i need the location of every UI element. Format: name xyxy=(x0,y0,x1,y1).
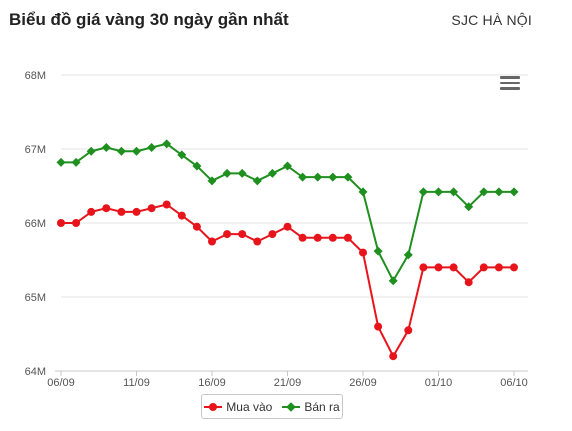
data-point-buy[interactable] xyxy=(404,326,413,335)
data-point-sell[interactable] xyxy=(343,172,353,182)
data-point-buy[interactable] xyxy=(147,204,156,213)
data-point-buy[interactable] xyxy=(389,352,398,361)
data-point-buy[interactable] xyxy=(208,237,216,246)
data-point-buy[interactable] xyxy=(87,207,96,216)
data-point-buy[interactable] xyxy=(177,211,186,220)
data-point-sell[interactable] xyxy=(434,187,443,197)
legend-marker-sell xyxy=(282,401,301,412)
data-point-buy[interactable] xyxy=(268,230,277,239)
data-point-buy[interactable] xyxy=(298,233,307,242)
data-point-sell[interactable] xyxy=(449,187,459,197)
data-point-sell[interactable] xyxy=(479,187,489,197)
data-point-buy[interactable] xyxy=(434,263,443,272)
location-label: SJC HÀ NỘI xyxy=(451,12,532,28)
data-point-sell[interactable] xyxy=(207,176,217,186)
data-point-sell[interactable] xyxy=(418,187,428,197)
legend: Mua vào Bán ra xyxy=(201,394,343,419)
data-point-sell[interactable] xyxy=(162,139,172,149)
data-point-buy[interactable] xyxy=(57,219,65,227)
data-point-sell[interactable] xyxy=(313,172,323,182)
data-point-buy[interactable] xyxy=(464,278,473,287)
data-point-sell[interactable] xyxy=(252,176,262,186)
data-point-buy[interactable] xyxy=(510,263,518,272)
data-point-sell[interactable] xyxy=(177,150,187,160)
y-axis-labels: 64M 65M 66M 67M 68M xyxy=(25,70,46,378)
x-tick-label: 06/10 xyxy=(500,377,528,389)
data-point-sell[interactable] xyxy=(328,172,338,182)
data-point-buy[interactable] xyxy=(313,233,322,242)
data-point-sell[interactable] xyxy=(494,187,504,197)
data-point-buy[interactable] xyxy=(494,263,503,272)
x-tick-label: 16/09 xyxy=(198,377,226,389)
series-layer xyxy=(56,139,519,361)
data-point-sell[interactable] xyxy=(373,246,383,256)
x-axis-labels: 06/09 11/09 16/09 21/09 26/09 01/10 06/10 xyxy=(47,371,528,389)
y-tick-label: 64M xyxy=(25,366,46,378)
data-point-buy[interactable] xyxy=(449,263,458,272)
data-point-buy[interactable] xyxy=(374,322,383,331)
page-title: Biểu đồ giá vàng 30 ngày gần nhất xyxy=(9,10,289,29)
x-tick-label: 01/10 xyxy=(425,377,453,389)
data-point-sell[interactable] xyxy=(358,187,368,197)
data-point-buy[interactable] xyxy=(359,248,367,257)
hamburger-menu-icon[interactable] xyxy=(500,76,520,92)
data-point-buy[interactable] xyxy=(479,263,488,272)
data-point-sell[interactable] xyxy=(71,157,81,167)
y-tick-label: 68M xyxy=(25,70,46,82)
data-point-buy[interactable] xyxy=(102,204,111,213)
data-point-buy[interactable] xyxy=(283,222,292,231)
x-tick-label: 06/09 xyxy=(47,377,75,389)
x-tick-label: 11/09 xyxy=(123,377,150,389)
data-point-sell[interactable] xyxy=(56,157,66,167)
data-point-sell[interactable] xyxy=(388,276,398,286)
data-point-sell[interactable] xyxy=(101,143,111,153)
data-point-buy[interactable] xyxy=(253,237,262,246)
data-point-sell[interactable] xyxy=(222,168,232,178)
legend-label-sell: Bán ra xyxy=(304,399,340,414)
data-point-sell[interactable] xyxy=(283,161,292,171)
x-tick-label: 21/09 xyxy=(274,377,302,389)
data-point-sell[interactable] xyxy=(132,146,141,156)
data-point-sell[interactable] xyxy=(403,250,413,260)
data-point-buy[interactable] xyxy=(117,207,126,216)
data-point-buy[interactable] xyxy=(223,230,232,239)
data-point-sell[interactable] xyxy=(192,161,202,171)
y-tick-label: 65M xyxy=(25,292,46,304)
x-tick-label: 26/09 xyxy=(349,377,377,389)
data-point-sell[interactable] xyxy=(464,202,474,212)
legend-marker-buy xyxy=(204,402,223,411)
y-tick-label: 66M xyxy=(25,218,46,230)
data-point-sell[interactable] xyxy=(116,146,126,156)
data-point-sell[interactable] xyxy=(147,143,157,153)
legend-label-buy: Mua vào xyxy=(226,399,273,414)
data-point-buy[interactable] xyxy=(328,233,337,242)
data-point-buy[interactable] xyxy=(238,230,247,239)
data-point-buy[interactable] xyxy=(132,207,141,216)
y-tick-label: 67M xyxy=(25,144,46,156)
data-point-sell[interactable] xyxy=(298,172,308,182)
data-point-buy[interactable] xyxy=(162,200,171,209)
legend-item-buy[interactable]: Mua vào xyxy=(204,400,272,414)
data-point-sell[interactable] xyxy=(509,187,519,197)
data-point-sell[interactable] xyxy=(267,168,277,178)
data-point-sell[interactable] xyxy=(237,168,247,178)
data-point-buy[interactable] xyxy=(419,263,428,272)
data-point-buy[interactable] xyxy=(72,219,81,227)
grid-layer xyxy=(55,74,528,372)
legend-item-sell[interactable]: Bán ra xyxy=(282,399,340,414)
data-point-sell[interactable] xyxy=(86,146,96,156)
data-point-buy[interactable] xyxy=(343,233,352,242)
data-point-buy[interactable] xyxy=(192,222,201,231)
